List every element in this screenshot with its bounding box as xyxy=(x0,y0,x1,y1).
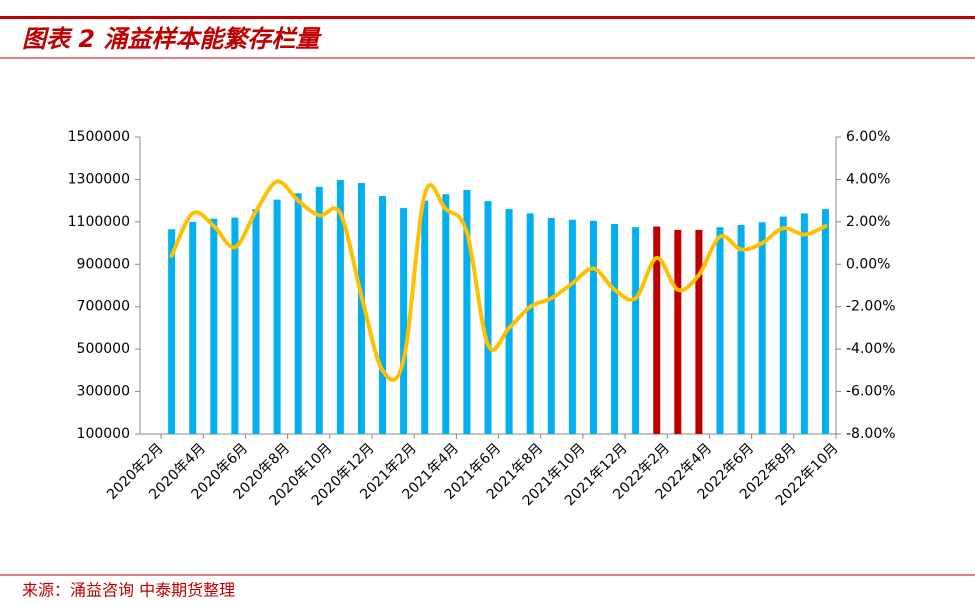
y2-tick-label: -4.00% xyxy=(846,341,896,357)
y2-tick-label: -8.00% xyxy=(846,426,896,442)
bar xyxy=(168,229,176,434)
bar xyxy=(505,209,513,434)
y-tick-label: 100000 xyxy=(77,426,130,442)
line xyxy=(169,179,828,383)
source: 来源：涌益咨询 中泰期货整理 xyxy=(22,581,235,600)
bar xyxy=(568,219,576,434)
bar xyxy=(484,201,492,434)
bar xyxy=(547,218,555,434)
bar xyxy=(674,229,682,434)
y2-tick-label: 0.00% xyxy=(846,256,890,272)
bar xyxy=(716,227,724,434)
bar xyxy=(379,195,387,434)
bar xyxy=(526,213,534,434)
y-tick-label: 1300000 xyxy=(68,171,130,187)
y2-tick-label: -2.00% xyxy=(846,299,896,315)
y-tick-label: 500000 xyxy=(77,341,130,357)
bar xyxy=(463,190,471,434)
y-tick-label: 300000 xyxy=(77,384,130,400)
bar xyxy=(252,209,260,434)
y-tick-label: 1500000 xyxy=(68,129,130,145)
y2-tick-label: 6.00% xyxy=(846,129,890,145)
bar xyxy=(273,199,281,434)
bar xyxy=(758,222,766,434)
bar xyxy=(189,221,197,434)
bar xyxy=(315,186,323,434)
y2-tick-label: 4.00% xyxy=(846,171,890,187)
bar xyxy=(632,227,640,434)
bar xyxy=(294,193,302,434)
bar xyxy=(231,217,239,434)
bar xyxy=(737,225,745,434)
bar xyxy=(695,229,703,434)
y2-tick-label: 2.00% xyxy=(846,214,890,230)
y-tick-label: 1100000 xyxy=(68,214,130,230)
bar xyxy=(400,208,408,434)
bar xyxy=(653,226,661,434)
bar xyxy=(589,220,597,434)
bar xyxy=(821,209,829,434)
y2-tick-label: -6.00% xyxy=(846,384,896,400)
bar xyxy=(611,223,619,434)
bar xyxy=(779,216,787,434)
bar xyxy=(336,180,344,434)
y-tick-label: 700000 xyxy=(77,299,130,315)
bar xyxy=(210,218,218,434)
bar xyxy=(357,183,365,434)
top-rule xyxy=(0,16,975,19)
y-tick-label: 900000 xyxy=(77,256,130,272)
bar xyxy=(442,194,450,434)
chart-title: 图表 2 涌益样本能繁存栏量 xyxy=(22,25,322,53)
bar xyxy=(421,200,429,434)
bar xyxy=(800,213,808,434)
